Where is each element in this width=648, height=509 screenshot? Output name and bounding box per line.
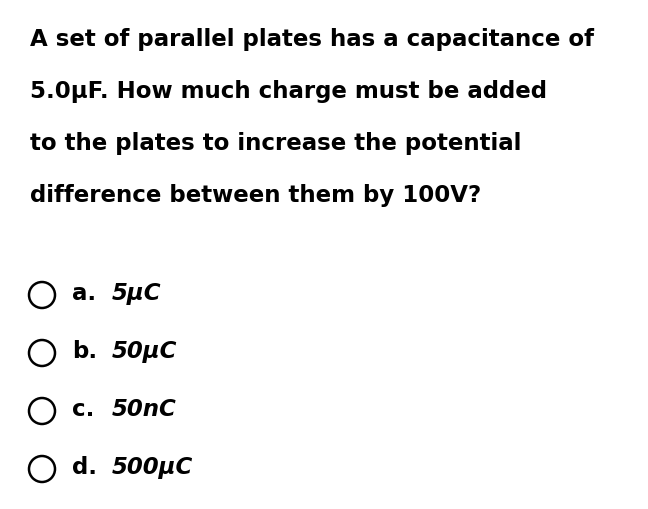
Text: 5.0μF. How much charge must be added: 5.0μF. How much charge must be added <box>30 80 547 103</box>
Text: difference between them by 100V?: difference between them by 100V? <box>30 184 481 207</box>
Text: 50μC: 50μC <box>112 340 178 363</box>
Text: to the plates to increase the potential: to the plates to increase the potential <box>30 132 522 155</box>
Text: a.: a. <box>72 282 96 305</box>
Text: b.: b. <box>72 340 97 363</box>
Text: 500μC: 500μC <box>112 456 193 479</box>
Text: c.: c. <box>72 398 95 421</box>
Text: A set of parallel plates has a capacitance of: A set of parallel plates has a capacitan… <box>30 28 594 51</box>
Text: 50nC: 50nC <box>112 398 177 421</box>
Text: d.: d. <box>72 456 97 479</box>
Text: 5μC: 5μC <box>112 282 161 305</box>
